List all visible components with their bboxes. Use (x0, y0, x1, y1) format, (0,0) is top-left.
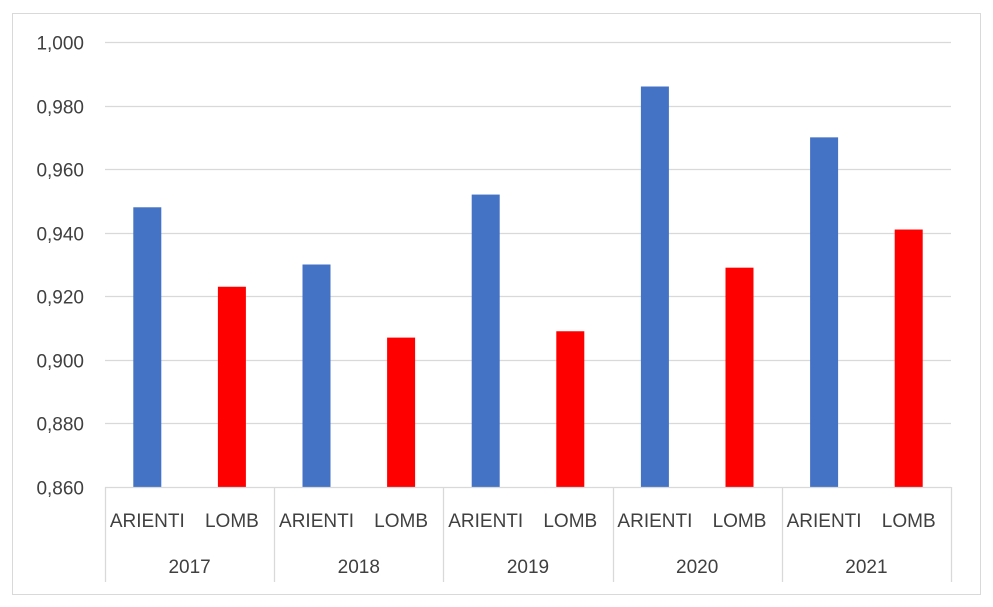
y-tick-label: 0,920 (36, 288, 84, 309)
y-tick-label: 1,000 (36, 34, 84, 55)
category-label: LOMB (543, 511, 597, 532)
y-tick-label: 0,860 (36, 479, 84, 500)
bar-lomb-2019 (556, 331, 585, 487)
y-tick-label: 0,940 (36, 225, 84, 246)
y-tick-label: 0,960 (36, 161, 84, 182)
bar-arienti-2020 (640, 86, 669, 487)
bar-arienti-2018 (302, 264, 331, 487)
y-tick-label: 0,880 (36, 415, 84, 436)
y-tick-label: 0,980 (36, 98, 84, 119)
bar-lomb-2021 (894, 229, 923, 488)
gridlines (105, 41, 951, 425)
category-label: ARIENTI (279, 511, 354, 532)
bar-lomb-2018 (387, 337, 416, 487)
y-axis-ticks: 0,860 0,880 0,900 0,920 0,940 0,960 0,980 1,000 (36, 34, 84, 500)
category-label: ARIENTI (110, 511, 185, 532)
bar-arienti-2017 (133, 207, 162, 488)
category-label: ARIENTI (617, 511, 692, 532)
group-label: 2019 (507, 557, 549, 578)
bar-lomb-2020 (725, 267, 754, 487)
bar-arienti-2019 (471, 194, 500, 488)
y-tick-label: 0,900 (36, 352, 84, 373)
category-label: LOMB (882, 511, 936, 532)
category-label: LOMB (713, 511, 767, 532)
group-label: 2017 (168, 557, 210, 578)
group-label: 2020 (676, 557, 718, 578)
bar-arienti-2021 (810, 137, 839, 487)
bars (133, 86, 923, 488)
category-label: ARIENTI (787, 511, 862, 532)
category-label: ARIENTI (448, 511, 523, 532)
x-axis: ARIENTI LOMB 2017 ARIENTI LOMB 2018 ARIENTI LOM… (104, 486, 953, 582)
bar-lomb-2017 (217, 286, 246, 487)
category-label: LOMB (205, 511, 259, 532)
group-label: 2021 (845, 557, 887, 578)
category-label: LOMB (374, 511, 428, 532)
group-label: 2018 (338, 557, 380, 578)
